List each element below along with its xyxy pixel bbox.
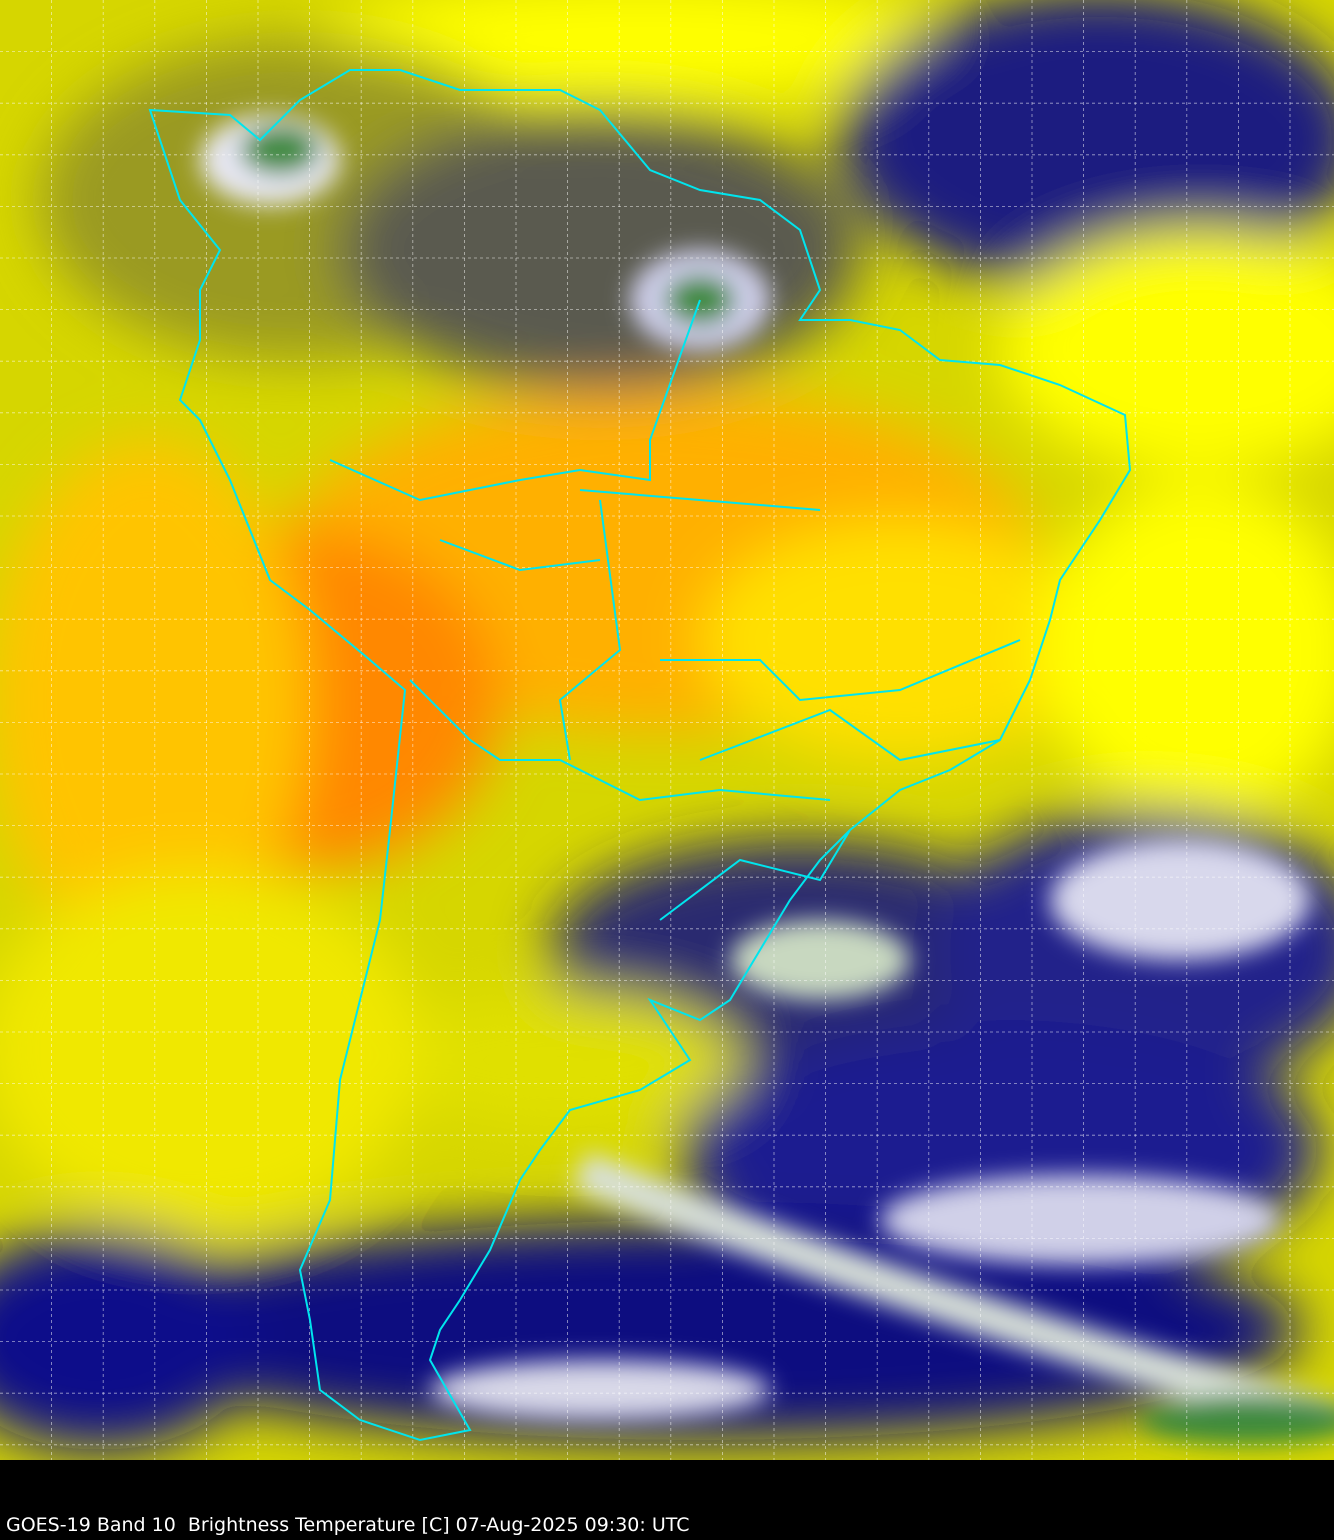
image-caption: GOES-19 Band 10 Brightness Temperature [… [6,1514,690,1536]
coastline-borders [148,69,1132,1442]
lat-lon-grid [0,0,1334,1460]
satellite-map [0,0,1334,1460]
